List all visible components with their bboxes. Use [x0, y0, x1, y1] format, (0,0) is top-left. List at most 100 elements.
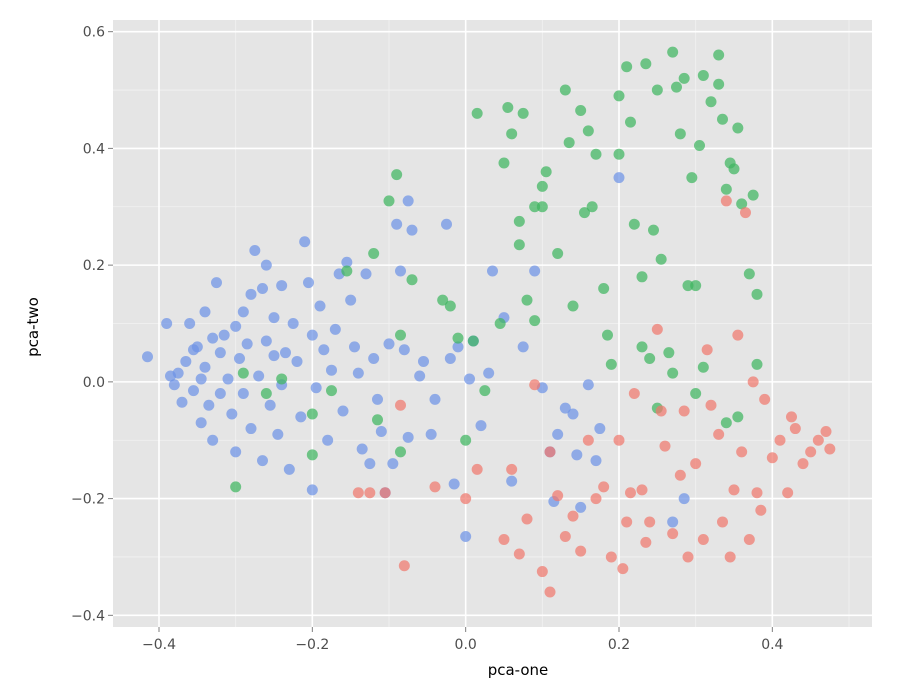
data-point-series-0: [402, 431, 414, 443]
data-point-series-2: [644, 516, 656, 528]
data-point-series-2: [812, 434, 824, 446]
data-point-series-1: [563, 137, 575, 149]
data-point-series-0: [226, 408, 238, 420]
data-point-series-0: [230, 320, 242, 332]
data-point-series-1: [674, 128, 686, 140]
data-point-series-2: [625, 487, 636, 499]
data-point-series-2: [743, 533, 755, 545]
data-point-series-1: [529, 201, 541, 213]
data-point-series-0: [582, 379, 594, 391]
data-point-series-0: [329, 323, 341, 335]
data-point-series-1: [579, 207, 590, 219]
data-point-series-0: [295, 411, 307, 423]
data-point-series-0: [529, 265, 541, 277]
data-point-series-1: [613, 148, 625, 160]
data-point-series-1: [536, 201, 548, 213]
data-point-series-1: [628, 218, 640, 230]
data-point-series-1: [467, 335, 479, 347]
data-point-series-1: [502, 102, 514, 114]
data-point-series-0: [214, 347, 226, 359]
data-point-series-1: [644, 353, 656, 365]
data-point-series-0: [429, 393, 441, 405]
data-point-series-2: [513, 548, 525, 560]
data-point-series-1: [598, 282, 610, 294]
data-point-series-1: [306, 449, 318, 461]
data-point-series-0: [349, 341, 360, 353]
data-point-series-0: [487, 265, 498, 277]
data-point-series-0: [268, 312, 280, 324]
data-point-series-1: [690, 388, 702, 400]
data-point-series-0: [517, 341, 529, 353]
data-point-series-1: [536, 180, 548, 192]
data-point-series-1: [460, 434, 472, 446]
data-point-series-1: [713, 49, 725, 61]
data-point-series-1: [678, 72, 690, 84]
data-point-series-0: [303, 277, 314, 289]
data-point-series-1: [575, 104, 587, 116]
data-point-series-2: [395, 399, 406, 411]
data-point-series-2: [805, 446, 817, 458]
data-point-series-0: [452, 341, 464, 353]
data-point-series-1: [690, 280, 702, 292]
data-point-series-1: [586, 201, 598, 213]
points-layer: [142, 46, 836, 598]
data-point-series-2: [713, 428, 725, 440]
data-point-series-1: [260, 388, 272, 400]
data-point-series-0: [191, 341, 203, 353]
data-point-series-0: [211, 277, 222, 289]
data-point-series-2: [617, 563, 629, 575]
data-point-series-1: [605, 358, 617, 370]
data-point-series-2: [598, 481, 610, 493]
data-point-series-2: [797, 458, 809, 470]
x-tick-label: −0.2: [295, 637, 329, 653]
data-point-series-1: [406, 274, 418, 286]
data-point-series-0: [326, 364, 337, 376]
data-point-series-1: [720, 183, 732, 195]
data-point-series-0: [260, 259, 272, 271]
data-point-series-1: [326, 385, 337, 397]
data-point-series-2: [705, 399, 717, 411]
data-point-series-2: [559, 531, 571, 543]
data-point-series-1: [506, 128, 518, 140]
data-point-series-1: [521, 294, 533, 306]
data-point-series-1: [736, 198, 748, 210]
data-point-series-1: [751, 288, 763, 300]
data-point-series-1: [372, 414, 383, 426]
data-point-series-0: [318, 344, 330, 356]
data-point-series-2: [732, 329, 744, 341]
y-tick-label: 0.0: [83, 375, 105, 391]
data-point-series-1: [717, 113, 728, 125]
data-point-series-2: [521, 513, 533, 525]
data-point-series-1: [732, 411, 744, 423]
data-point-series-1: [529, 315, 541, 327]
data-point-series-1: [559, 84, 571, 96]
data-point-series-2: [667, 528, 679, 540]
data-point-series-2: [751, 487, 763, 499]
data-point-series-0: [195, 373, 207, 385]
data-point-series-1: [383, 195, 395, 207]
data-point-series-2: [398, 560, 410, 572]
data-point-series-0: [280, 347, 291, 359]
data-point-series-2: [724, 551, 736, 563]
data-point-series-0: [214, 388, 226, 400]
data-point-series-1: [728, 163, 740, 175]
data-point-series-0: [199, 306, 211, 318]
data-point-series-0: [161, 318, 173, 329]
data-point-series-2: [774, 434, 786, 446]
data-point-series-1: [686, 172, 698, 184]
data-point-series-0: [195, 417, 207, 429]
data-point-series-1: [613, 90, 625, 102]
data-point-series-1: [590, 148, 602, 160]
data-point-series-2: [575, 545, 587, 557]
data-point-series-2: [506, 463, 518, 475]
data-point-series-0: [559, 402, 571, 414]
data-point-series-2: [766, 452, 778, 464]
data-point-series-0: [552, 428, 564, 440]
data-point-series-0: [360, 268, 372, 280]
data-point-series-0: [375, 425, 387, 437]
data-point-series-2: [755, 504, 767, 516]
data-point-series-0: [230, 446, 242, 458]
data-point-series-0: [613, 172, 625, 184]
data-point-series-2: [701, 344, 713, 356]
data-point-series-0: [352, 367, 364, 379]
